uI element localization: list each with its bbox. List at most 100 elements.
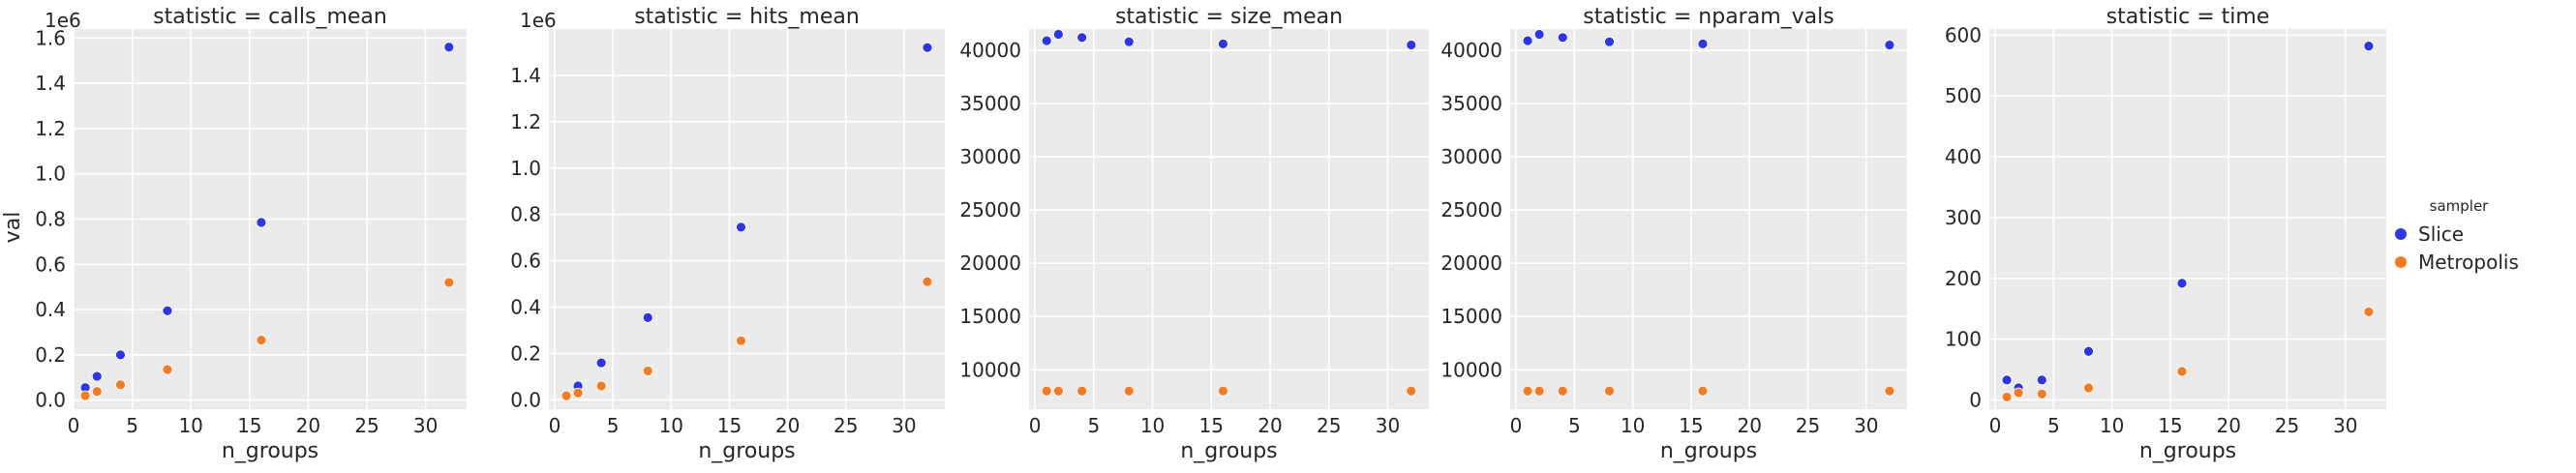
y-tick-label: 1.4 [35,72,66,95]
plot-area [1510,29,1907,409]
point-slice [1123,36,1135,47]
point-slice [922,42,933,53]
x-tick-label: 10 [178,414,202,437]
y-tick-label: 0.8 [35,208,66,231]
point-slice [2083,345,2094,357]
legend: sampler Slice Metropolis [2395,197,2519,274]
x-tick-label: 5 [607,414,620,437]
point-slice [1533,29,1545,40]
x-tick-label: 10 [1621,414,1645,437]
point-slice [443,42,455,53]
x-tick-label: 5 [2047,414,2060,437]
point-slice [2363,41,2375,52]
y-tick-label: 15000 [959,305,1021,328]
x-tick-label: 15 [2158,414,2182,437]
point-metropolis [115,379,126,391]
point-metropolis [1123,385,1135,397]
y-tick-label: 0 [1969,389,1982,412]
legend-marker-slice [2395,228,2407,240]
x-tick-label: 15 [717,414,742,437]
y-tick-label: 1.6 [35,26,66,49]
y-tick-label: 1.0 [510,157,541,180]
x-tick-label: 25 [1317,414,1341,437]
point-metropolis [443,277,455,288]
point-slice [1522,35,1533,46]
panel-title: statistic = calls_mean [153,5,387,29]
point-metropolis [256,335,267,346]
point-slice [1697,39,1709,49]
x-tick-label: 0 [68,414,80,437]
x-tick-label: 30 [1854,414,1878,437]
point-metropolis [561,390,572,401]
y-tick-label: 0.6 [35,252,66,276]
x-tick-label: 25 [1796,414,1820,437]
y-offset-label: 1e6 [520,9,557,32]
plot-area [1989,29,2386,409]
point-slice [1884,40,1895,50]
x-tick-label: 0 [1510,414,1523,437]
y-tick-label: 0.4 [510,296,541,319]
point-metropolis [1218,385,1228,397]
facet-panel-4: 0 5 10 15 20 25 30 10000 15000 20000 25000 30000 350… [1440,5,1907,463]
x-tick-label: 20 [775,414,800,437]
point-metropolis [162,364,173,375]
x-axis-label: n_groups [222,439,318,463]
y-tick-label: 10000 [959,358,1021,381]
point-slice [1041,35,1052,46]
y-tick-label: 1.0 [35,163,66,186]
x-axis-label: n_groups [1660,439,1757,463]
point-metropolis [1557,385,1568,397]
x-tick-label: 0 [1029,414,1042,437]
panel-title: statistic = size_mean [1115,5,1343,29]
x-tick-label: 25 [354,414,379,437]
facet-panel-5: 0 5 10 15 20 25 300100200300400500600statistic… [1945,5,2386,463]
x-axis-label: n_groups [1180,439,1277,463]
x-tick-label: 25 [2275,414,2299,437]
point-slice [1406,40,1417,50]
point-metropolis [1052,385,1064,397]
y-tick-label: 35000 [1440,92,1502,115]
facet-panels: 0 5 10 15 20 25 300.00.20.40.60.81.01.21.41.61… [35,5,2386,463]
y-tick-label: 20000 [959,251,1021,275]
y-tick-label: 300 [1945,206,1982,229]
y-tick-label: 40000 [959,39,1021,62]
point-metropolis [736,335,746,346]
plot-area [549,29,945,409]
point-metropolis [572,387,584,399]
x-tick-label: 30 [892,414,916,437]
y-tick-label: 1.2 [35,117,66,140]
point-metropolis [79,390,91,401]
point-slice [2176,278,2188,289]
x-tick-label: 15 [237,414,261,437]
y-tick-label: 0.4 [35,298,66,321]
point-metropolis [1041,385,1052,397]
y-tick-label: 25000 [1440,198,1502,222]
x-tick-label: 20 [2216,414,2240,437]
point-slice [256,217,267,228]
point-metropolis [1076,385,1088,397]
x-tick-label: 0 [549,414,561,437]
facet-panel-3: 0 5 10 15 20 25 30 10000 15000 20000 25000 30000 350… [959,5,1429,463]
point-slice [91,370,103,382]
point-slice [1076,32,1088,44]
point-metropolis [2363,306,2375,317]
y-tick-label: 10000 [1440,358,1502,381]
x-tick-label: 10 [2100,414,2124,437]
x-tick-label: 30 [1376,414,1400,437]
x-tick-label: 5 [126,414,138,437]
y-tick-label: 1.4 [510,64,541,87]
point-slice [1557,32,1568,44]
x-tick-label: 10 [1140,414,1165,437]
point-slice [595,357,607,369]
point-slice [2036,374,2047,386]
y-tick-label: 35000 [959,92,1021,115]
y-tick-label: 0.8 [510,203,541,226]
point-metropolis [91,386,103,398]
x-axis-label: n_groups [698,439,795,463]
y-tick-label: 0.0 [510,388,541,411]
point-metropolis [1533,385,1545,397]
panel-title: statistic = hits_mean [634,5,860,29]
point-metropolis [1406,385,1417,397]
shared-y-axis-label: val [1,212,25,244]
